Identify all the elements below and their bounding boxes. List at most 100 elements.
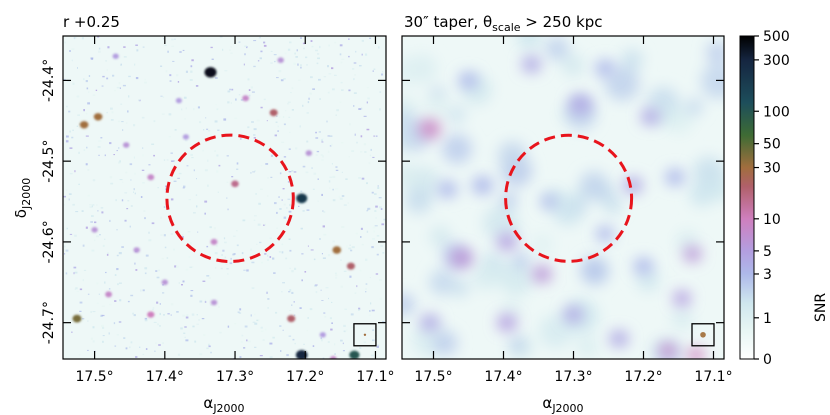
noise-speck <box>366 87 369 89</box>
noise-speck <box>285 257 288 260</box>
noise-speck <box>293 62 296 65</box>
noise-speck <box>310 40 313 42</box>
noise-speck <box>366 128 370 131</box>
noise-speck <box>75 287 78 290</box>
noise-speck <box>269 356 273 359</box>
noise-speck <box>81 37 84 40</box>
noise-speck <box>254 313 256 316</box>
noise-speck <box>199 121 202 124</box>
noise-speck <box>283 78 286 80</box>
noise-speck <box>288 116 291 118</box>
noise-speck <box>116 150 118 152</box>
blob-mark <box>665 168 685 186</box>
noise-speck <box>353 92 357 94</box>
noise-speck <box>96 204 98 206</box>
noise-speck <box>118 321 122 323</box>
diffuse-patch <box>689 181 715 207</box>
noise-speck <box>281 141 285 143</box>
right-dashed-circle <box>504 133 634 263</box>
noise-speck <box>280 79 284 82</box>
noise-speck <box>222 48 224 51</box>
noise-speck <box>119 160 121 163</box>
noise-speck <box>72 203 75 206</box>
noise-speck <box>331 67 334 70</box>
noise-speck <box>85 163 88 166</box>
noise-speck <box>185 316 189 319</box>
source-mark <box>242 95 250 102</box>
noise-speck <box>355 50 357 53</box>
diffuse-patch <box>516 36 542 50</box>
noise-speck <box>190 242 192 245</box>
noise-speck <box>366 230 369 233</box>
noise-speck <box>184 118 186 120</box>
noise-speck <box>264 223 266 226</box>
noise-speck <box>159 312 161 316</box>
noise-speck <box>170 303 174 306</box>
noise-speck <box>288 148 291 150</box>
diffuse-patch <box>402 293 415 316</box>
blob-mark <box>640 108 661 126</box>
x-tick-label: 17.4° <box>146 369 184 385</box>
right-x-axis-label: αJ2000 <box>542 394 583 415</box>
noise-speck <box>87 102 90 105</box>
noise-speck <box>241 334 244 337</box>
noise-speck <box>113 322 116 325</box>
noise-speck <box>102 335 105 337</box>
source-mark <box>91 227 98 233</box>
noise-speck <box>302 104 304 107</box>
noise-speck <box>331 322 333 324</box>
noise-speck <box>332 199 336 202</box>
noise-speck <box>238 312 242 314</box>
y-tick-label: -24.4° <box>41 59 57 102</box>
noise-speck <box>236 244 239 247</box>
noise-speck <box>177 353 181 356</box>
noise-speck <box>323 76 327 78</box>
noise-speck <box>173 180 177 182</box>
noise-speck <box>69 233 73 235</box>
noise-speck <box>219 36 223 38</box>
source-mark <box>295 350 308 359</box>
noise-speck <box>91 249 95 252</box>
noise-speck <box>82 244 85 247</box>
noise-speck <box>289 131 291 133</box>
left-panel-frame <box>62 35 387 360</box>
blob-mark <box>419 119 441 138</box>
noise-speck <box>239 356 242 358</box>
right-blobs <box>419 55 704 359</box>
noise-speck <box>266 291 268 294</box>
noise-speck <box>188 256 191 258</box>
noise-speck <box>373 68 376 70</box>
noise-speck <box>178 172 182 175</box>
noise-speck <box>285 110 287 112</box>
noise-speck <box>253 65 256 68</box>
noise-speck <box>329 317 332 320</box>
noise-speck <box>224 241 227 244</box>
noise-speck <box>227 208 229 211</box>
noise-speck <box>353 62 357 64</box>
noise-speck <box>275 311 278 314</box>
noise-speck <box>244 325 248 328</box>
noise-speck <box>382 252 385 254</box>
noise-speck <box>182 234 184 236</box>
noise-speck <box>125 122 128 124</box>
noise-speck <box>154 350 156 352</box>
diffuse-patch <box>512 252 530 269</box>
noise-speck <box>207 140 209 142</box>
noise-speck <box>301 279 303 282</box>
noise-speck <box>270 62 273 64</box>
noise-speck <box>156 301 159 304</box>
noise-speck <box>101 85 104 87</box>
noise-speck <box>339 197 343 200</box>
noise-speck <box>116 268 119 271</box>
noise-speck <box>327 91 330 94</box>
blob-mark <box>532 265 552 283</box>
noise-speck <box>250 172 252 174</box>
noise-speck <box>123 56 127 58</box>
noise-speck <box>246 269 249 272</box>
noise-speck <box>336 109 339 112</box>
diffuse-patch <box>447 105 466 124</box>
noise-speck <box>379 206 382 209</box>
noise-speck <box>184 336 186 338</box>
noise-speck <box>227 90 231 93</box>
noise-speck <box>97 36 100 38</box>
